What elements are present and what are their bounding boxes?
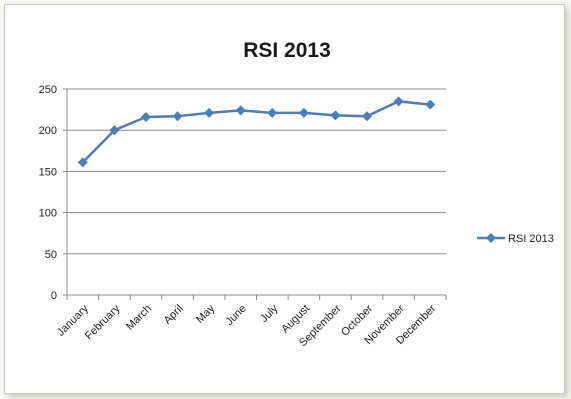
y-tick-label-200: 200: [39, 125, 57, 137]
data-point-march: [140, 112, 151, 123]
x-tick-label-july: July: [258, 302, 281, 325]
data-point-november: [393, 96, 404, 107]
data-point-may: [204, 107, 215, 118]
grid-lines: [66, 88, 446, 295]
data-point-february: [109, 125, 120, 136]
chart-title: RSI 2013: [243, 39, 331, 62]
series-rsi-2013: [77, 96, 436, 168]
legend-label: RSI 2013: [508, 233, 554, 245]
y-tick-label-50: 50: [45, 249, 57, 261]
data-point-october: [362, 111, 373, 122]
series-line: [81, 100, 431, 164]
data-point-april: [172, 111, 183, 122]
y-axis-ticks: 0 50 100 150 200 250: [39, 84, 67, 302]
y-tick-label-100: 100: [39, 208, 57, 220]
data-point-september: [330, 110, 341, 121]
x-tick-label-may: May: [194, 302, 218, 326]
y-tick-label-0: 0: [51, 290, 57, 302]
data-point-january: [77, 157, 88, 168]
chart-card: RSI 2013 0 50 100 150 200 250 January February…: [4, 4, 565, 394]
y-tick-label-250: 250: [39, 84, 57, 96]
data-point-december: [425, 99, 436, 110]
data-point-august: [298, 107, 309, 118]
x-tick-label-march: March: [124, 303, 154, 333]
x-tick-label-june: June: [223, 303, 248, 328]
x-tick-label-april: April: [162, 303, 186, 327]
data-point-june: [235, 105, 246, 116]
legend-marker: [486, 233, 496, 243]
x-tick-label-february: February: [83, 302, 123, 342]
y-tick-label-150: 150: [39, 166, 57, 178]
data-point-july: [267, 107, 278, 118]
legend: RSI 2013: [477, 233, 554, 245]
